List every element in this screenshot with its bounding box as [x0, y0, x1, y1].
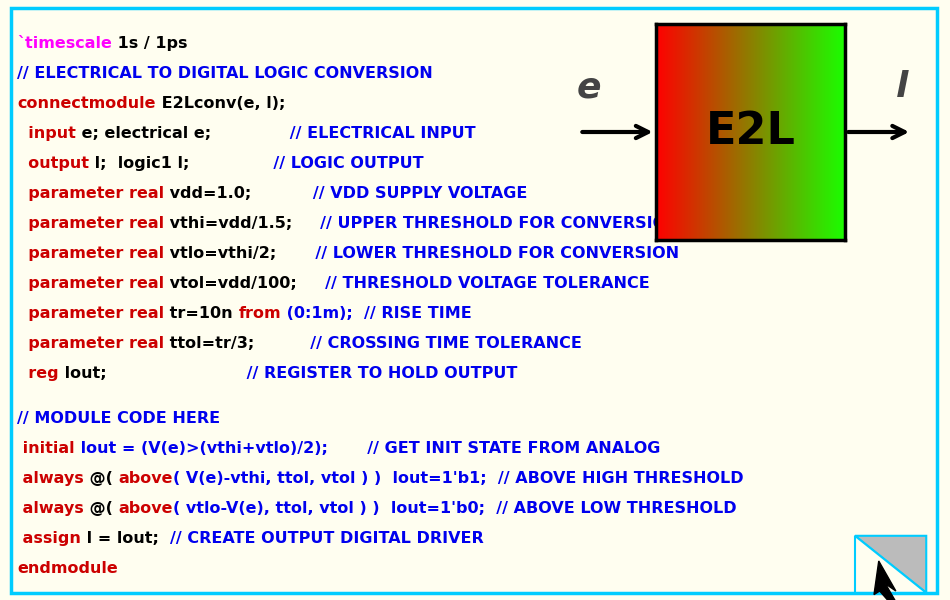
Text: parameter real: parameter real	[17, 306, 164, 321]
Text: // REGISTER TO HOLD OUTPUT: // REGISTER TO HOLD OUTPUT	[106, 366, 518, 381]
Text: above: above	[119, 471, 173, 486]
Text: parameter real: parameter real	[17, 216, 164, 231]
Polygon shape	[855, 536, 926, 593]
Text: input: input	[17, 126, 76, 141]
Text: ( vtlo-V(e), ttol, vtol ) )  lout=1'b0;  // ABOVE LOW THRESHOLD: ( vtlo-V(e), ttol, vtol ) ) lout=1'b0; /…	[173, 501, 736, 516]
Text: always: always	[17, 471, 84, 486]
Text: // CREATE OUTPUT DIGITAL DRIVER: // CREATE OUTPUT DIGITAL DRIVER	[170, 531, 484, 546]
Text: parameter real: parameter real	[17, 186, 164, 201]
Text: // THRESHOLD VOLTAGE TOLERANCE: // THRESHOLD VOLTAGE TOLERANCE	[297, 276, 650, 291]
Text: @(: @(	[84, 471, 119, 486]
Text: l = lout;: l = lout;	[81, 531, 170, 546]
Text: @(: @(	[84, 501, 119, 516]
Text: E2L: E2L	[706, 110, 795, 154]
Text: parameter real: parameter real	[17, 276, 164, 291]
Text: // LOGIC OUTPUT: // LOGIC OUTPUT	[189, 156, 424, 171]
Text: // ELECTRICAL TO DIGITAL LOGIC CONVERSION: // ELECTRICAL TO DIGITAL LOGIC CONVERSIO…	[17, 66, 433, 81]
Text: always: always	[17, 501, 84, 516]
Text: vtlo=vthi/2;: vtlo=vthi/2;	[164, 246, 276, 261]
Text: E2Lconv(e, l);: E2Lconv(e, l);	[156, 96, 285, 111]
Text: lout = (V(e)>(vthi+vtlo)/2);       // GET INIT STATE FROM ANALOG: lout = (V(e)>(vthi+vtlo)/2); // GET INIT…	[75, 441, 660, 456]
Text: l: l	[896, 70, 909, 104]
Text: connectmodule: connectmodule	[17, 96, 156, 111]
Text: `timescale: `timescale	[17, 36, 112, 51]
Polygon shape	[874, 561, 896, 600]
Text: endmodule: endmodule	[17, 561, 118, 576]
Text: // ELECTRICAL INPUT: // ELECTRICAL INPUT	[211, 126, 476, 141]
Text: reg: reg	[17, 366, 59, 381]
Text: vtol=vdd/100;: vtol=vdd/100;	[164, 276, 297, 291]
Text: vdd=1.0;: vdd=1.0;	[164, 186, 252, 201]
Text: lout;: lout;	[59, 366, 106, 381]
Text: // MODULE CODE HERE: // MODULE CODE HERE	[17, 411, 220, 426]
Text: e: e	[577, 70, 601, 104]
Text: tr=10n: tr=10n	[164, 306, 238, 321]
Text: vthi=vdd/1.5;: vthi=vdd/1.5;	[164, 216, 293, 231]
Text: parameter real: parameter real	[17, 246, 164, 261]
Text: // UPPER THRESHOLD FOR CONVERSION: // UPPER THRESHOLD FOR CONVERSION	[293, 216, 680, 231]
Text: 1s / 1ps: 1s / 1ps	[112, 36, 187, 51]
Text: ( V(e)-vthi, ttol, vtol ) )  lout=1'b1;  // ABOVE HIGH THRESHOLD: ( V(e)-vthi, ttol, vtol ) ) lout=1'b1; /…	[173, 471, 744, 486]
Text: from: from	[238, 306, 281, 321]
Text: ttol=tr/3;: ttol=tr/3;	[164, 336, 255, 351]
Text: parameter real: parameter real	[17, 336, 164, 351]
Text: assign: assign	[17, 531, 81, 546]
Text: l;  logic1 l;: l; logic1 l;	[89, 156, 189, 171]
Text: output: output	[17, 156, 89, 171]
Text: e; electrical e;: e; electrical e;	[76, 126, 211, 141]
Polygon shape	[855, 536, 926, 593]
Text: initial: initial	[17, 441, 75, 456]
Text: (0:1m);  // RISE TIME: (0:1m); // RISE TIME	[281, 306, 472, 321]
Text: // VDD SUPPLY VOLTAGE: // VDD SUPPLY VOLTAGE	[252, 186, 528, 201]
Text: above: above	[119, 501, 173, 516]
Text: // LOWER THRESHOLD FOR CONVERSION: // LOWER THRESHOLD FOR CONVERSION	[276, 246, 679, 261]
Text: // CROSSING TIME TOLERANCE: // CROSSING TIME TOLERANCE	[255, 336, 582, 351]
